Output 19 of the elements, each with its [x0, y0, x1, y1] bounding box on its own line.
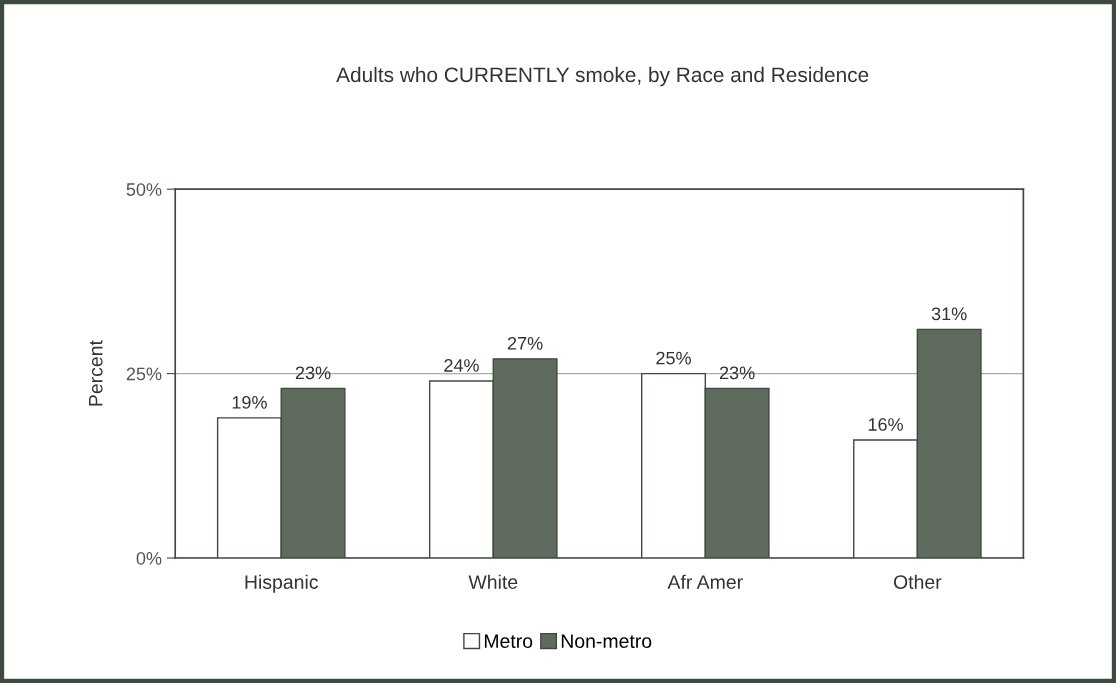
- y-tick-label: 25%: [126, 367, 162, 381]
- data-label: 23%: [295, 366, 331, 380]
- y-tick-label: 0%: [136, 551, 162, 565]
- y-axis-title: Percent: [89, 340, 103, 406]
- data-label: 27%: [507, 336, 543, 350]
- data-label: 31%: [931, 307, 967, 321]
- data-label: 24%: [444, 359, 479, 372]
- chart-title: Adults who CURRENTLY smoke, by Race and Residence: [336, 66, 869, 87]
- legend-label: Metro: [484, 634, 533, 648]
- data-label: 25%: [656, 351, 691, 365]
- legend-label: Non-metro: [561, 634, 652, 648]
- x-tick-label: Hispanic: [245, 574, 318, 593]
- x-tick-label: Afr Amer: [667, 574, 743, 589]
- y-tick-label: 50%: [126, 183, 162, 196]
- x-tick-label: Other: [893, 574, 942, 589]
- data-label: 19%: [232, 395, 267, 409]
- data-label: 23%: [719, 366, 755, 380]
- data-label: 16%: [868, 418, 903, 431]
- x-tick-label: White: [468, 574, 518, 589]
